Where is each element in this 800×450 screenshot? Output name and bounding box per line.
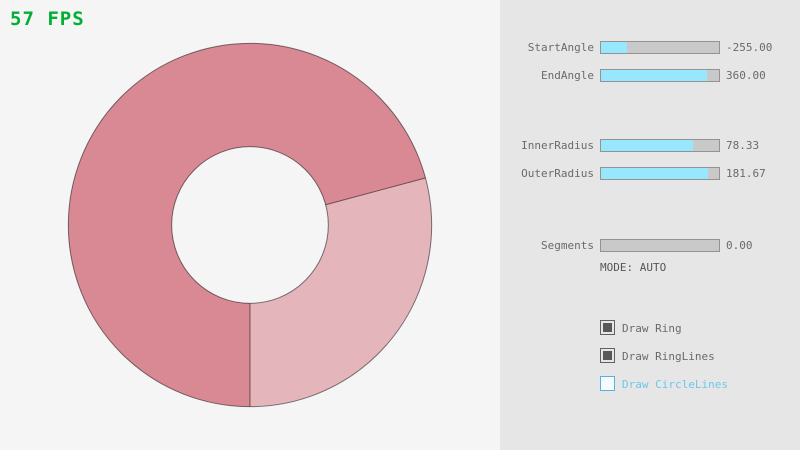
segments-slider[interactable] <box>600 239 720 252</box>
checkmark-fill <box>603 351 612 360</box>
start-angle-value: -255.00 <box>726 41 773 54</box>
draw-ring-checkbox[interactable]: Draw Ring <box>600 320 800 336</box>
control-panel: StartAngle -255.00 EndAngle 360.00 Inner… <box>500 0 800 450</box>
slider-row-outer-radius: OuterRadius 181.67 <box>500 167 800 181</box>
slider-row-end-angle: EndAngle 360.00 <box>500 69 800 83</box>
slider-row-inner-radius: InnerRadius 78.33 <box>500 139 800 153</box>
end-angle-slider[interactable] <box>600 69 720 82</box>
ring-inner-outline <box>171 146 329 304</box>
draw-ring-checkbox-box[interactable] <box>600 320 615 335</box>
inner-radius-label: InnerRadius <box>521 139 594 152</box>
end-angle-label: EndAngle <box>541 69 594 82</box>
ring-boundary-line-right <box>325 177 426 206</box>
outer-radius-slider-fill <box>601 168 709 179</box>
start-angle-label: StartAngle <box>527 41 594 54</box>
outer-radius-slider[interactable] <box>600 167 720 180</box>
draw-circlelines-checkbox-label: Draw CircleLines <box>622 378 728 391</box>
checkmark-fill <box>603 323 612 332</box>
end-angle-value: 360.00 <box>726 69 766 82</box>
draw-circlelines-checkbox-box[interactable] <box>600 376 615 391</box>
outer-radius-value: 181.67 <box>726 167 766 180</box>
draw-ring-checkbox-label: Draw Ring <box>622 322 682 335</box>
slider-row-segments: Segments 0.00 <box>500 239 800 253</box>
start-angle-slider-fill <box>601 42 627 53</box>
inner-radius-slider[interactable] <box>600 139 720 152</box>
start-angle-slider[interactable] <box>600 41 720 54</box>
segments-label: Segments <box>541 239 594 252</box>
fps-counter: 57 FPS <box>10 8 85 30</box>
inner-radius-slider-fill <box>601 140 694 151</box>
segments-mode-text: MODE: AUTO <box>600 261 667 274</box>
ring-drawing <box>67 42 433 408</box>
ring-dark-area <box>68 43 426 407</box>
inner-radius-value: 78.33 <box>726 139 760 152</box>
draw-circlelines-checkbox[interactable]: Draw CircleLines <box>600 376 800 392</box>
segments-value: 0.00 <box>726 239 753 252</box>
draw-ringlines-checkbox[interactable]: Draw RingLines <box>600 348 800 364</box>
end-angle-slider-fill <box>601 70 708 81</box>
draw-ringlines-checkbox-label: Draw RingLines <box>622 350 715 363</box>
draw-ringlines-checkbox-box[interactable] <box>600 348 615 363</box>
outer-radius-label: OuterRadius <box>521 167 594 180</box>
slider-row-start-angle: StartAngle -255.00 <box>500 41 800 55</box>
